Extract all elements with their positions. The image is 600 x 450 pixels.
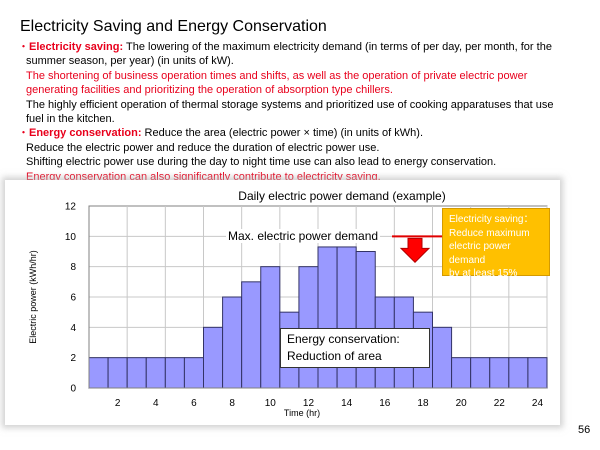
x-tick-label: 4 bbox=[153, 398, 159, 409]
chart-markers bbox=[392, 235, 442, 264]
bar-hour-23 bbox=[508, 357, 529, 389]
x-tick-label: 24 bbox=[532, 398, 544, 409]
energy-conservation-box: Energy conservation: Reduction of area bbox=[280, 328, 430, 368]
y-tick-label: 0 bbox=[70, 384, 76, 395]
y-tick-label: 10 bbox=[65, 232, 77, 243]
bar-hour-2 bbox=[107, 357, 128, 389]
energy-note-red: Energy conservation can also significant… bbox=[26, 170, 381, 183]
bar-hour-6 bbox=[183, 357, 205, 389]
electricity-saving-text-cont: summer season, per year) (in units of kW… bbox=[26, 55, 234, 68]
bar-hour-10 bbox=[260, 266, 281, 389]
y-tick-label: 12 bbox=[65, 202, 77, 213]
energy-conservation-text: Reduce the area (electric power × time) … bbox=[141, 127, 424, 140]
x-tick-label: 22 bbox=[494, 398, 506, 409]
y-tick-label: 2 bbox=[70, 353, 76, 364]
bar-hour-5 bbox=[164, 357, 185, 389]
bullet-energy-conservation: ・Energy conservation: Reduce the area (e… bbox=[18, 126, 593, 140]
bar-hour-20 bbox=[451, 357, 472, 389]
bar-hour-7 bbox=[203, 326, 224, 389]
x-axis-title: Time (hr) bbox=[284, 408, 320, 418]
callout-line: Reduce maximum bbox=[449, 227, 530, 239]
bullet-marker: ・ bbox=[18, 127, 29, 140]
slide-title: Electricity Saving and Energy Conservati… bbox=[20, 18, 327, 35]
bullet-marker: ・ bbox=[18, 41, 29, 53]
energy-box-line: Energy conservation: bbox=[287, 332, 400, 346]
bar-hour-3 bbox=[126, 357, 147, 389]
plain-note-line2: fuel in the kitchen. bbox=[26, 113, 115, 126]
energy-note-1: Reduce the electric power and reduce the… bbox=[26, 141, 380, 154]
callout-line: electric power demand bbox=[449, 241, 511, 266]
electricity-saving-text: The lowering of the maximum electricity … bbox=[123, 41, 552, 53]
energy-box-line: Reduction of area bbox=[287, 349, 382, 363]
max-demand-label: Max. electric power demand bbox=[226, 229, 381, 243]
callout-line: Electricity saving： bbox=[449, 214, 534, 225]
x-tick-label: 2 bbox=[115, 398, 121, 409]
bar-hour-1 bbox=[88, 357, 109, 389]
red-note-line1: The shortening of business operation tim… bbox=[26, 69, 528, 82]
bar-hour-21 bbox=[470, 357, 491, 389]
x-tick-label: 18 bbox=[417, 398, 429, 409]
x-tick-label: 16 bbox=[379, 398, 391, 409]
bar-hour-19 bbox=[432, 326, 453, 389]
page-number: 56 bbox=[578, 424, 591, 436]
bar-hour-22 bbox=[489, 357, 510, 389]
y-tick-label: 6 bbox=[70, 293, 76, 304]
bullet-electricity-saving: ・Electricity saving: The lowering of the… bbox=[18, 40, 593, 54]
energy-conservation-label: Energy conservation: bbox=[29, 127, 142, 140]
x-tick-label: 6 bbox=[191, 398, 197, 409]
chart-title: Daily electric power demand (example) bbox=[238, 189, 445, 203]
electricity-saving-callout: Electricity saving： Reduce maximum elect… bbox=[442, 208, 550, 279]
x-tick-label: 12 bbox=[303, 398, 315, 409]
electricity-saving-label: Electricity saving: bbox=[29, 41, 124, 53]
plain-note-line1: The highly efficient operation of therma… bbox=[26, 98, 554, 111]
bar-hour-24 bbox=[527, 357, 548, 389]
energy-note-2: Shifting electric power use during the d… bbox=[26, 156, 497, 169]
bar-hour-4 bbox=[145, 357, 166, 389]
reduction-arrow bbox=[399, 237, 431, 264]
x-tick-label: 20 bbox=[456, 398, 468, 409]
callout-line: by at least 15% bbox=[449, 268, 518, 279]
bar-hour-9 bbox=[241, 281, 262, 389]
y-tick-label: 4 bbox=[70, 323, 76, 334]
x-tick-label: 14 bbox=[341, 398, 353, 409]
body-text: ・Electricity saving: The lowering of the… bbox=[18, 40, 593, 184]
red-note-line2: generating facilities and prioritizing t… bbox=[26, 84, 393, 97]
x-tick-label: 8 bbox=[229, 398, 235, 409]
bar-hour-8 bbox=[222, 296, 243, 389]
y-tick-label: 8 bbox=[70, 262, 76, 273]
y-axis-title: Electric power (kWh/hr) bbox=[28, 250, 38, 344]
x-tick-label: 10 bbox=[265, 398, 277, 409]
